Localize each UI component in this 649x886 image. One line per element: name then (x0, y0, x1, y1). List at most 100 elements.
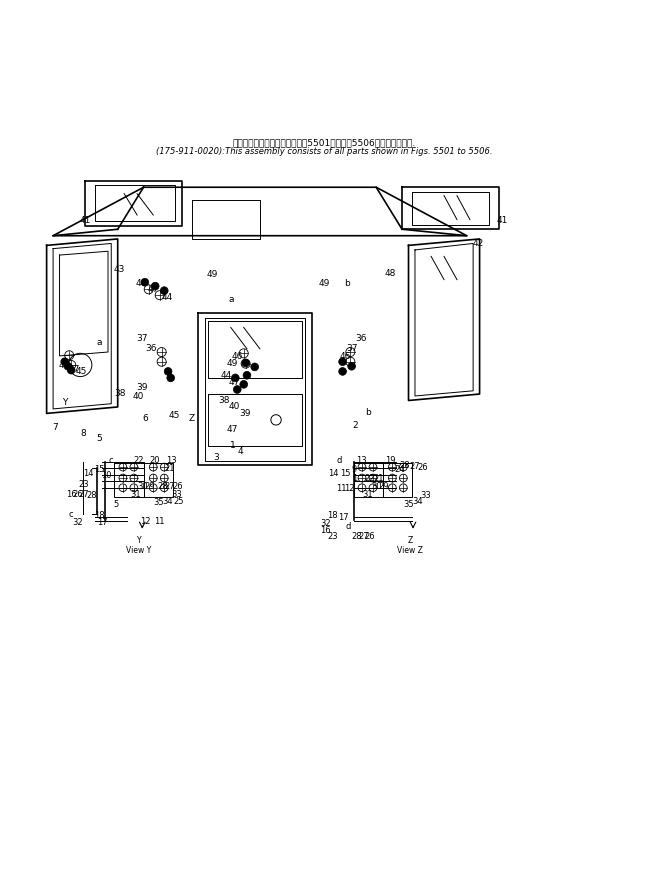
Text: 11: 11 (336, 483, 347, 492)
Text: 16: 16 (66, 489, 77, 499)
Text: 42: 42 (472, 238, 484, 247)
Circle shape (339, 368, 347, 376)
Circle shape (243, 372, 251, 380)
Text: 46: 46 (58, 361, 69, 370)
Text: (175-911-0020):This assembly consists of all parts shown in Figs. 5501 to 5506.: (175-911-0020):This assembly consists of… (156, 147, 493, 156)
Text: 41: 41 (80, 216, 91, 225)
Text: 33: 33 (421, 491, 432, 500)
Text: 22: 22 (134, 455, 144, 464)
Text: 4: 4 (238, 447, 243, 455)
Text: 15: 15 (340, 469, 350, 478)
Text: 29: 29 (379, 482, 389, 491)
Text: 37: 37 (136, 334, 147, 343)
Text: 12: 12 (140, 517, 150, 525)
Text: 19: 19 (385, 455, 396, 464)
Text: 38: 38 (218, 395, 230, 404)
Text: 23: 23 (328, 532, 338, 540)
Text: 40: 40 (228, 401, 239, 411)
Text: 46: 46 (135, 278, 147, 287)
Circle shape (232, 375, 239, 383)
Text: 23: 23 (78, 480, 89, 489)
Text: 26: 26 (72, 489, 83, 499)
Text: 44: 44 (161, 292, 173, 301)
Text: 24: 24 (395, 465, 406, 474)
Text: 2: 2 (352, 421, 358, 430)
Text: 26: 26 (365, 532, 375, 540)
Text: 40: 40 (132, 392, 144, 401)
Text: 1: 1 (230, 440, 236, 449)
Text: Y
View Y: Y View Y (127, 535, 152, 555)
Text: 34: 34 (412, 496, 423, 505)
Text: 39: 39 (239, 408, 251, 417)
Text: このアセンブリの構成部品は嘳5501図からで5506図まで含みます.: このアセンブリの構成部品は嘳5501図からで5506図まで含みます. (233, 138, 416, 147)
Text: b: b (365, 408, 371, 416)
Text: 45: 45 (75, 367, 86, 376)
Text: 27: 27 (165, 482, 175, 491)
Circle shape (339, 359, 347, 366)
Text: 7: 7 (52, 423, 58, 432)
Text: 11: 11 (154, 517, 164, 525)
Text: 29: 29 (145, 482, 155, 491)
Text: 16: 16 (321, 525, 331, 534)
Text: c: c (69, 509, 73, 518)
Text: b: b (344, 278, 350, 287)
Text: 21: 21 (164, 463, 175, 472)
Text: 43: 43 (114, 264, 125, 273)
Text: 27: 27 (358, 532, 369, 540)
Text: 25: 25 (174, 496, 184, 505)
Text: 15: 15 (94, 465, 105, 474)
Text: 8: 8 (80, 429, 86, 438)
Text: 46: 46 (232, 352, 243, 361)
Circle shape (67, 367, 75, 375)
Text: 5: 5 (97, 433, 103, 442)
Circle shape (167, 375, 175, 383)
Text: 36: 36 (356, 334, 367, 343)
Text: 21: 21 (374, 473, 384, 482)
Circle shape (61, 359, 69, 366)
Text: 1: 1 (352, 473, 358, 482)
Text: 36: 36 (145, 344, 157, 353)
Text: 28: 28 (86, 491, 97, 500)
Text: 20: 20 (149, 455, 160, 464)
Text: 27: 27 (79, 489, 90, 499)
Text: 47: 47 (228, 377, 239, 386)
Text: 41: 41 (496, 216, 508, 225)
Text: 10: 10 (101, 470, 112, 479)
Text: 6: 6 (142, 414, 148, 423)
Circle shape (242, 360, 249, 368)
Text: 9: 9 (352, 465, 357, 474)
Text: a: a (228, 294, 234, 304)
Circle shape (240, 381, 248, 389)
Text: 3: 3 (214, 452, 219, 461)
Text: 37: 37 (347, 344, 358, 353)
Circle shape (160, 287, 168, 295)
Text: Z
View Z: Z View Z (397, 535, 422, 555)
Text: 46: 46 (339, 352, 351, 361)
Circle shape (234, 386, 241, 394)
Text: 49: 49 (227, 359, 238, 368)
Text: 26: 26 (173, 482, 183, 491)
Text: 26: 26 (417, 462, 428, 471)
Text: 47: 47 (69, 365, 80, 374)
Text: 22: 22 (365, 473, 375, 482)
Circle shape (64, 363, 72, 370)
Text: 32: 32 (321, 518, 331, 527)
Text: 27: 27 (410, 462, 421, 470)
Text: d: d (337, 456, 342, 465)
Text: 49: 49 (319, 278, 330, 287)
Circle shape (151, 283, 159, 291)
Text: 45: 45 (168, 411, 180, 420)
Circle shape (141, 279, 149, 287)
Text: 32: 32 (72, 518, 83, 527)
Text: 31: 31 (363, 489, 373, 499)
Text: c: c (109, 456, 114, 465)
Text: 17: 17 (97, 518, 108, 527)
Circle shape (251, 363, 258, 371)
Text: 49: 49 (206, 269, 218, 278)
Text: 33: 33 (172, 489, 182, 499)
Text: 28: 28 (399, 461, 410, 470)
Text: 35: 35 (403, 499, 414, 509)
Text: 18: 18 (327, 510, 337, 519)
Text: 34: 34 (162, 496, 173, 505)
Text: 30: 30 (137, 482, 147, 491)
